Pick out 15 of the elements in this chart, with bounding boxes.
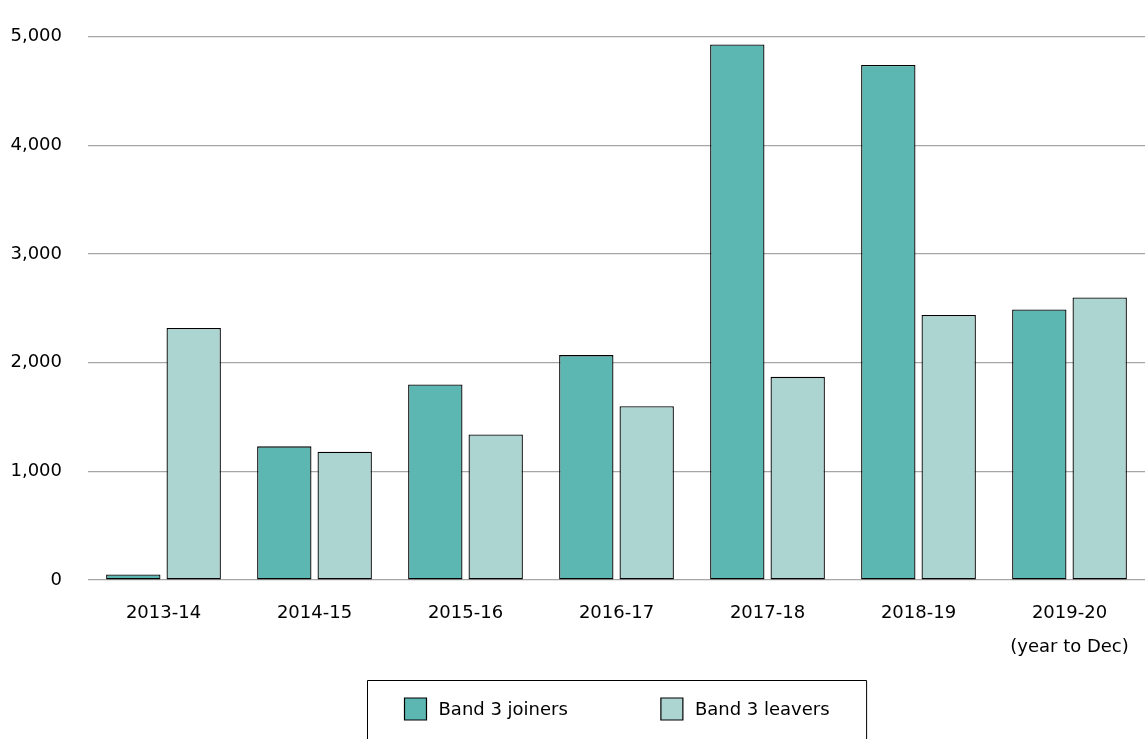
y-tick-label: 5,000 [10,24,62,46]
y-tick-label: 4,000 [10,133,62,155]
y-tick-label: 1,000 [10,459,62,481]
x-tick-label: 2013-14 [125,601,202,623]
y-tick-label: 3,000 [10,241,62,263]
y-tick-label: 0 [50,567,62,589]
x-tick-label: 2017-18 [729,601,806,623]
x-tick-label: 2016-17 [578,601,655,623]
x-tick-label: 2014-15 [276,601,353,623]
x-tick-label: 2015-16 [427,601,504,623]
legend-label: Band 3 leavers [694,697,830,719]
x-tick-label: 2019-20 (year to Dec) [1010,601,1129,656]
y-tick-label: 2,000 [10,350,62,372]
legend-label: Band 3 joiners [438,697,568,719]
x-tick-label: 2018-19 [880,601,957,623]
